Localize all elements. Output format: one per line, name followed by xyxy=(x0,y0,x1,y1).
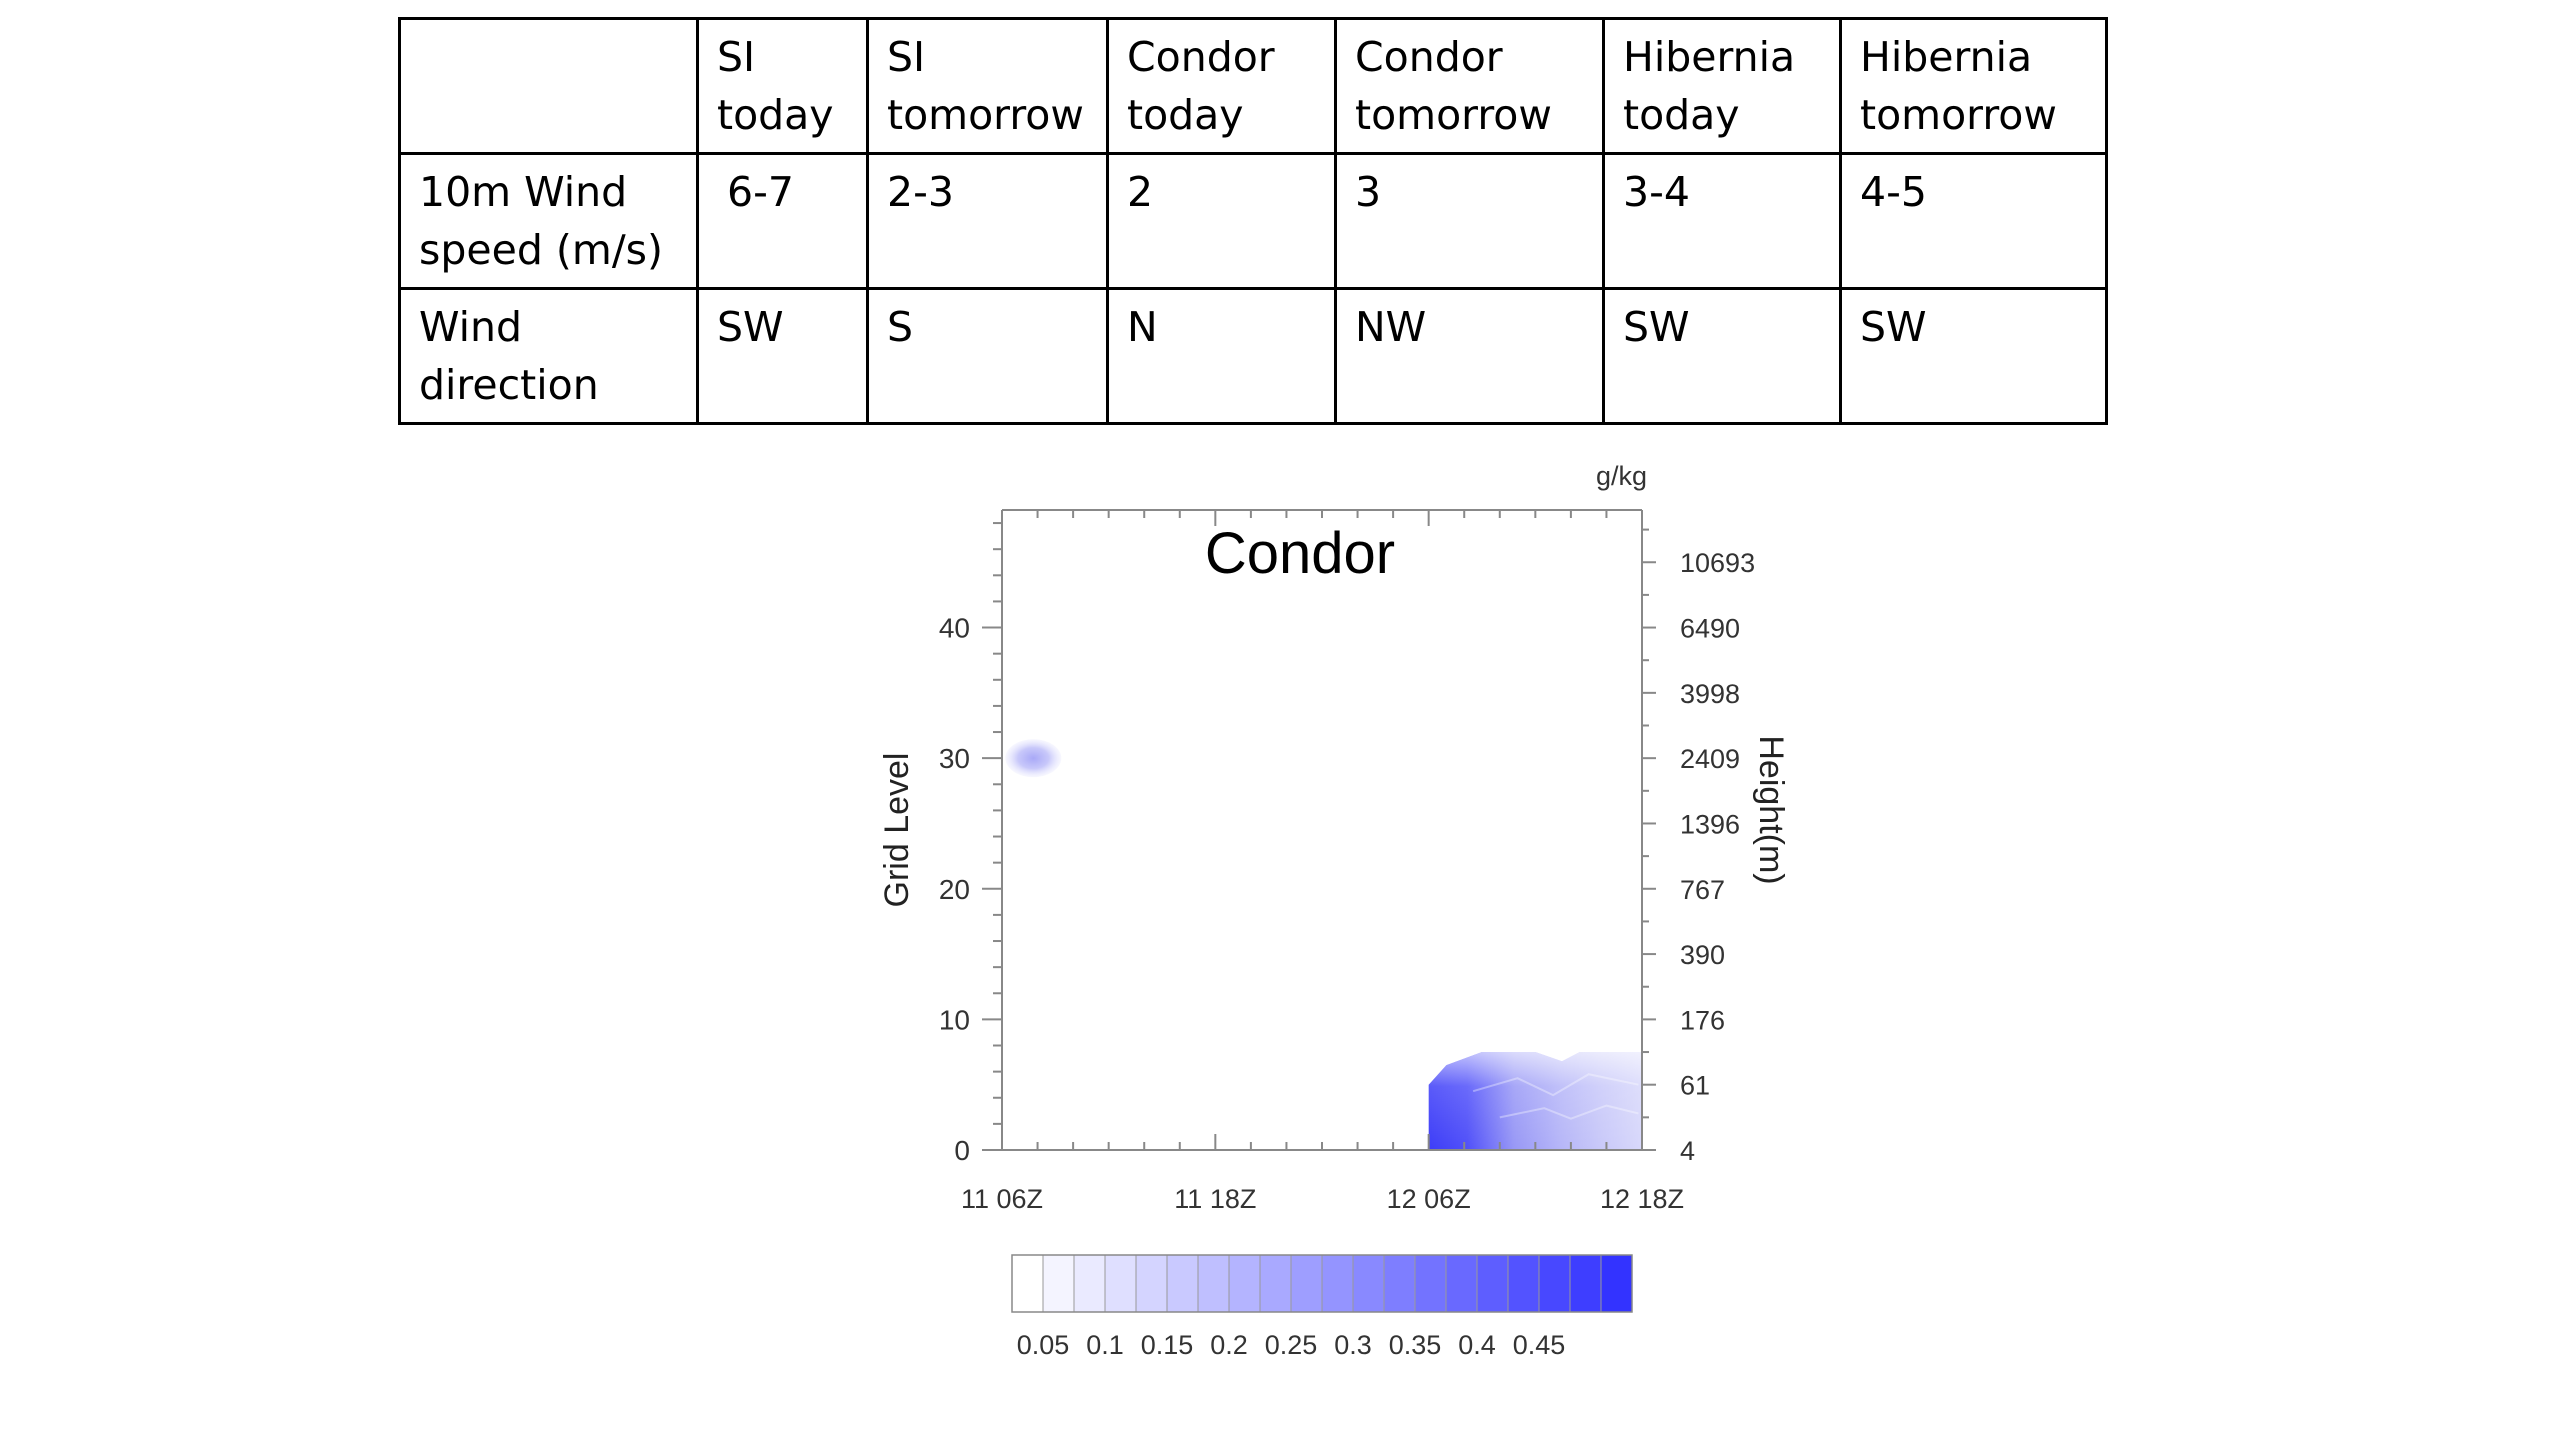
right-tick-label: 10693 xyxy=(1680,548,1755,578)
colorbar-swatch xyxy=(1259,1254,1292,1313)
colorbar-label: 0.05 xyxy=(1017,1330,1070,1360)
contour-line xyxy=(1499,1104,1639,1120)
right-tick-label: 1396 xyxy=(1680,809,1740,839)
table-header-cell: Hibernia today xyxy=(1602,17,1842,155)
colorbar-swatch xyxy=(1104,1254,1137,1313)
chart-title: Condor xyxy=(1205,521,1395,586)
table-cell: 4-5 xyxy=(1839,152,2108,290)
colorbar-swatch xyxy=(1507,1254,1540,1313)
colorbar-swatch xyxy=(1228,1254,1261,1313)
x-tick-label: 12 18Z xyxy=(1600,1184,1684,1214)
colorbar-label: 0.15 xyxy=(1141,1330,1194,1360)
colorbar-swatch xyxy=(1476,1254,1509,1313)
row-label: Wind direction xyxy=(398,287,699,425)
heatmap-field xyxy=(1005,739,1642,1150)
colorbar-swatch xyxy=(1197,1254,1230,1313)
x-tick-label: 11 18Z xyxy=(1174,1184,1256,1214)
colorbar-swatch xyxy=(1042,1254,1075,1313)
table-header-cell xyxy=(398,17,699,155)
table-cell: S xyxy=(866,287,1109,425)
table-cell: 6-7 xyxy=(696,152,869,290)
units-label: g/kg xyxy=(1596,461,1647,491)
table-header-cell: SI today xyxy=(696,17,869,155)
colorbar-label: 0.3 xyxy=(1334,1330,1372,1360)
colorbar-swatch xyxy=(1290,1254,1323,1313)
colorbar-swatch xyxy=(1073,1254,1106,1313)
y-axis-label: Grid Level xyxy=(878,753,916,908)
right-axis-label: Height(m) xyxy=(1752,735,1790,884)
y-tick-label: 30 xyxy=(939,743,970,774)
colorbar-label: 0.4 xyxy=(1458,1330,1496,1360)
table-row-wind-direction: Wind direction SW S N NW SW SW xyxy=(398,287,2108,425)
y-tick-label: 20 xyxy=(939,874,970,905)
colorbar: 0.05 0.1 0.15 0.2 0.25 0.3 0.35 0.4 0.45 xyxy=(1011,1254,1633,1360)
colorbar-swatch xyxy=(1135,1254,1168,1313)
moisture-patch-upper xyxy=(1005,739,1062,778)
tick-labels: 11 06Z 11 18Z 12 06Z 12 18Z 0 10 20 30 40 4 61 176 3… xyxy=(939,548,1755,1214)
colorbar-swatch xyxy=(1445,1254,1478,1313)
colorbar-swatch xyxy=(1166,1254,1199,1313)
table-cell: 2 xyxy=(1106,152,1337,290)
chart-axes xyxy=(982,509,1656,1151)
colorbar-label: 0.25 xyxy=(1265,1330,1318,1360)
right-tick-label: 3998 xyxy=(1680,679,1740,709)
colorbar-label: 0.2 xyxy=(1210,1330,1248,1360)
table-header-row: SI today SI tomorrow Condor today Condor… xyxy=(398,17,2108,155)
table-cell: 2-3 xyxy=(866,152,1109,290)
colorbar-swatch xyxy=(1538,1254,1571,1313)
table-cell: 3 xyxy=(1334,152,1605,290)
wind-table: SI today SI tomorrow Condor today Condor… xyxy=(398,17,2108,425)
table-cell: N xyxy=(1106,287,1337,425)
contour-line xyxy=(1472,1073,1639,1097)
colorbar-swatch xyxy=(1011,1254,1044,1313)
right-tick-label: 390 xyxy=(1680,940,1725,970)
table-row-wind-speed: 10m Wind speed (m/s) 6-7 2-3 2 3 3-4 4-5 xyxy=(398,152,2108,290)
colorbar-frame xyxy=(1011,1254,1633,1313)
colorbar-swatch xyxy=(1321,1254,1354,1313)
right-tick-label: 4 xyxy=(1680,1136,1695,1166)
colorbar-label: 0.35 xyxy=(1389,1330,1442,1360)
table-header-cell: SI tomorrow xyxy=(866,17,1109,155)
x-tick-label: 11 06Z xyxy=(961,1184,1043,1214)
colorbar-swatch xyxy=(1600,1254,1633,1313)
table-cell: 3-4 xyxy=(1602,152,1842,290)
row-label: 10m Wind speed (m/s) xyxy=(398,152,699,290)
table-cell: NW xyxy=(1334,287,1605,425)
table-header-cell: Condor today xyxy=(1106,17,1337,155)
table-header-cell: Hibernia tomorrow xyxy=(1839,17,2108,155)
right-tick-label: 6490 xyxy=(1680,614,1740,644)
y-tick-label: 10 xyxy=(939,1004,970,1035)
y-tick-label: 0 xyxy=(954,1135,970,1166)
moisture-contours xyxy=(1472,1073,1639,1120)
colorbar-label: 0.1 xyxy=(1086,1330,1124,1360)
table-cell: SW xyxy=(1839,287,2108,425)
table-header-cell: Condor tomorrow xyxy=(1334,17,1605,155)
colorbar-swatch xyxy=(1414,1254,1447,1313)
colorbar-swatch xyxy=(1383,1254,1416,1313)
colorbar-swatch xyxy=(1352,1254,1385,1313)
moisture-patch-lower-shading xyxy=(1428,1052,1642,1150)
colorbar-swatch xyxy=(1569,1254,1602,1313)
right-tick-label: 61 xyxy=(1680,1071,1710,1101)
y-tick-label: 40 xyxy=(939,613,970,644)
colorbar-label: 0.45 xyxy=(1513,1330,1566,1360)
table-cell: SW xyxy=(1602,287,1842,425)
right-tick-label: 767 xyxy=(1680,875,1725,905)
x-tick-label: 12 06Z xyxy=(1387,1184,1471,1214)
table-cell: SW xyxy=(696,287,869,425)
right-tick-label: 2409 xyxy=(1680,744,1740,774)
right-tick-label: 176 xyxy=(1680,1005,1725,1035)
